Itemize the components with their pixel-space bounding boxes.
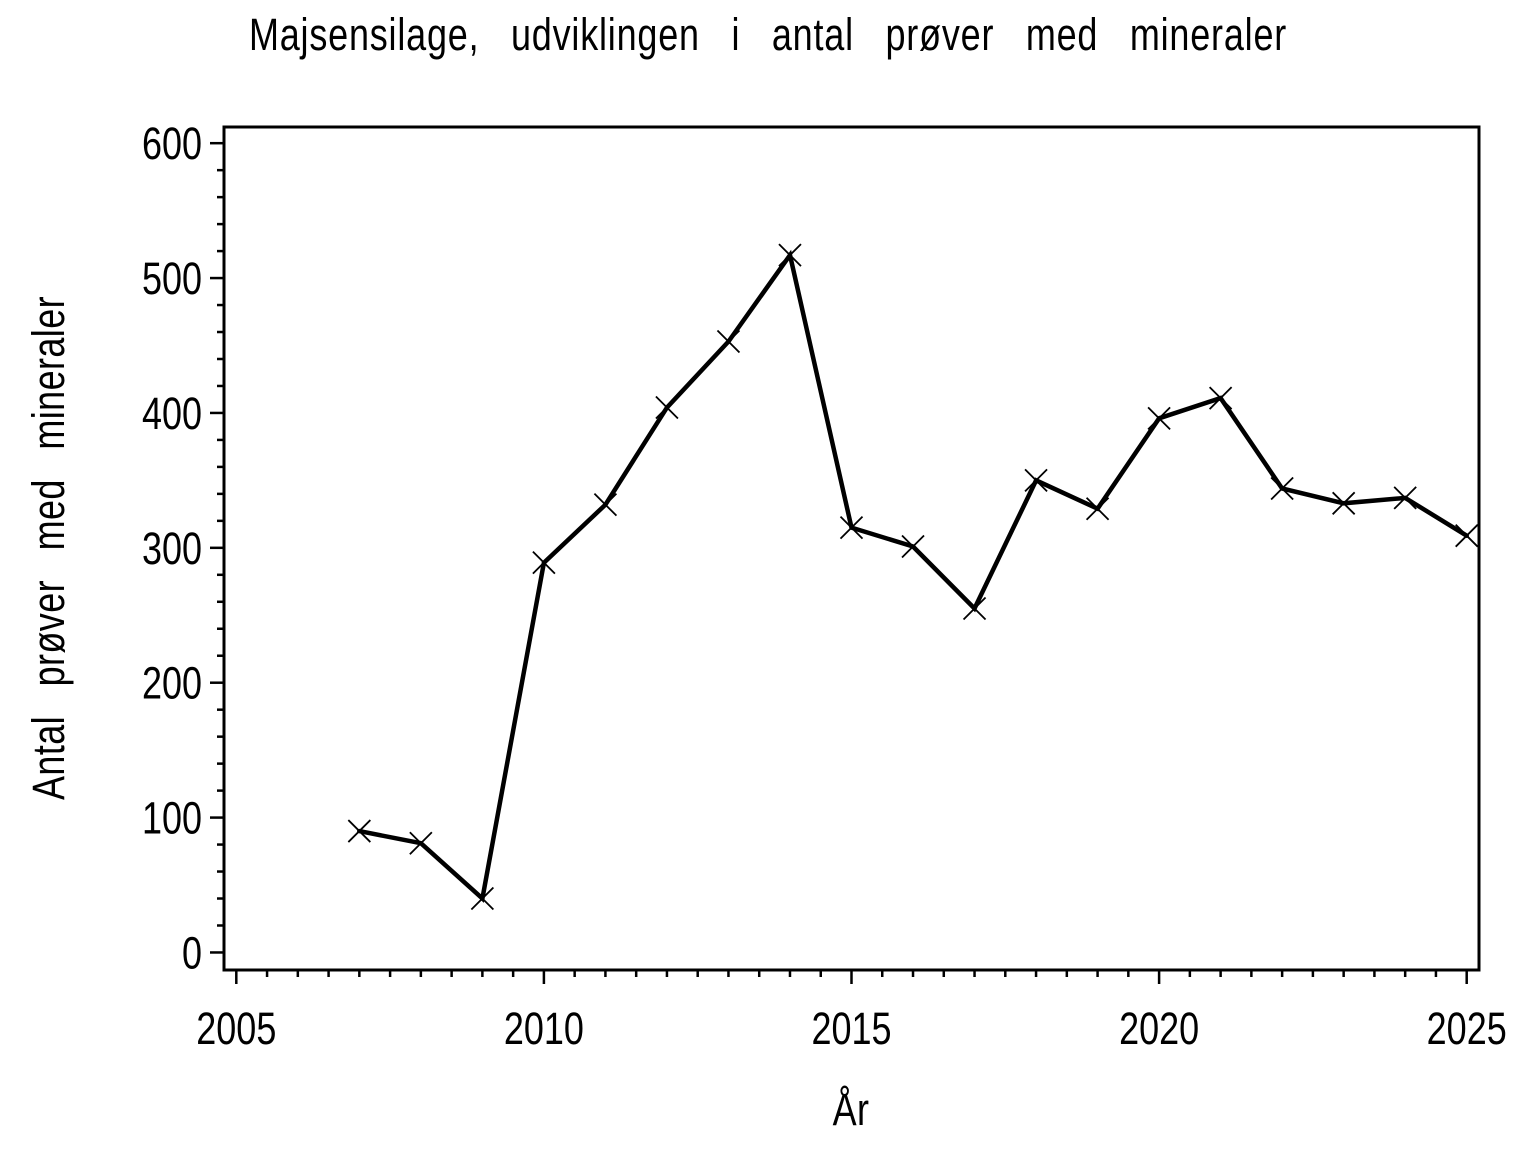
data-point-marker xyxy=(593,493,618,517)
data-point-marker xyxy=(532,551,556,575)
data-point-marker xyxy=(655,395,679,420)
y-tick-label-group: 400 xyxy=(142,388,202,439)
y-tick-label-group: 500 xyxy=(142,253,202,304)
y-tick-label: 0 xyxy=(182,928,202,979)
data-point-marker xyxy=(1332,491,1356,515)
data-point-marker xyxy=(1085,497,1110,521)
data-point-marker xyxy=(470,886,495,911)
y-tick-label-group: 300 xyxy=(142,523,202,574)
data-point-marker xyxy=(347,819,371,843)
y-tick-label: 100 xyxy=(142,793,202,844)
y-axis-title-group: Antal prøver med mineraler xyxy=(23,296,74,800)
data-point-marker xyxy=(409,831,433,855)
data-point-marker xyxy=(1024,468,1048,493)
axis-ticks-layer xyxy=(210,141,1468,984)
x-tick-label: 2025 xyxy=(1427,1003,1507,1054)
y-tick-label-group: 600 xyxy=(142,118,202,169)
data-point-marker xyxy=(1455,524,1479,548)
y-axis-title: Antal prøver med mineraler xyxy=(23,296,74,800)
y-tick-label: 600 xyxy=(142,118,202,169)
data-line xyxy=(357,249,1469,903)
y-tick-label: 400 xyxy=(142,388,202,439)
data-point-marker xyxy=(962,596,987,621)
data-point-marker xyxy=(1147,406,1171,430)
data-point-marker xyxy=(716,329,741,354)
y-tick-label: 500 xyxy=(142,253,202,304)
x-tick-label-group: 2025 xyxy=(1427,1003,1507,1054)
y-tick-label-group: 200 xyxy=(142,658,202,709)
x-tick-label-group: 2010 xyxy=(504,1003,584,1054)
data-point-marker xyxy=(1208,386,1233,410)
data-point-marker xyxy=(839,515,864,540)
data-point-marker xyxy=(1393,486,1417,510)
x-tick-label-group: 2005 xyxy=(196,1003,276,1054)
chart-title: Majsensilage, udviklingen i antal prøver… xyxy=(249,9,1287,60)
data-series-layer xyxy=(347,243,1479,911)
tick-labels-layer: 2005 2010 2015 2020 2025 0 100 200 300 400 500 600 xyxy=(142,118,1507,1054)
y-tick-label: 300 xyxy=(142,523,202,574)
x-tick-label: 2010 xyxy=(504,1003,584,1054)
chart-title-group: Majsensilage, udviklingen i antal prøver… xyxy=(249,9,1287,60)
y-tick-label: 200 xyxy=(142,658,202,709)
x-axis-title-group: År xyxy=(833,1084,870,1135)
x-tick-label-group: 2015 xyxy=(811,1003,891,1054)
x-axis-title: År xyxy=(833,1084,870,1135)
y-tick-label-group: 0 xyxy=(182,928,202,979)
data-point-marker xyxy=(901,534,925,559)
x-tick-label-group: 2020 xyxy=(1119,1003,1199,1054)
x-tick-label: 2015 xyxy=(811,1003,891,1054)
x-tick-label: 2020 xyxy=(1119,1003,1199,1054)
data-point-marker xyxy=(1270,476,1294,501)
data-point-marker xyxy=(778,243,802,267)
x-tick-label: 2005 xyxy=(196,1003,276,1054)
y-tick-label-group: 100 xyxy=(142,793,202,844)
